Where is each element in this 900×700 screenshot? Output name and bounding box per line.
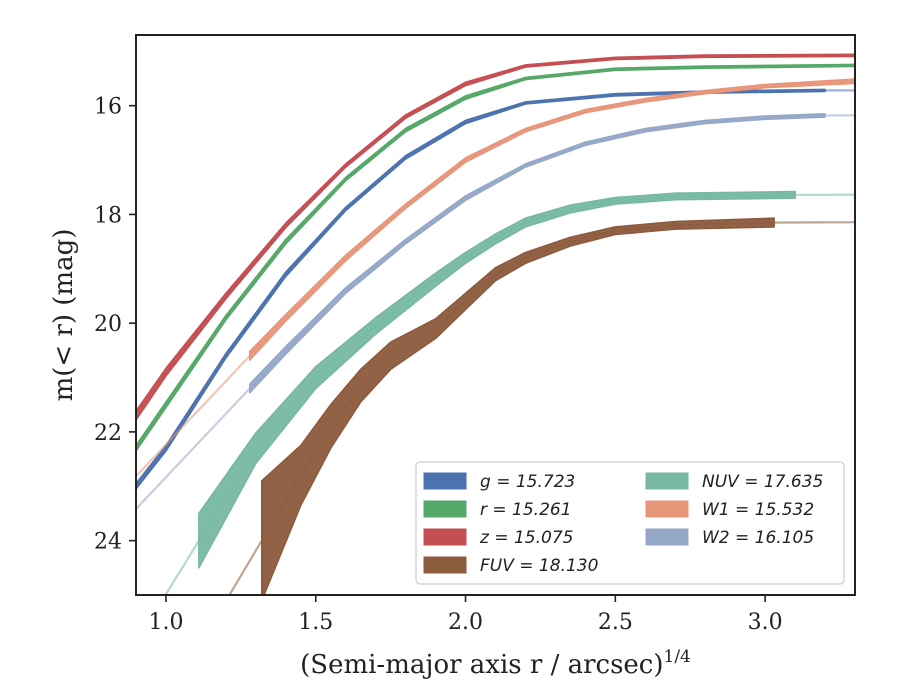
legend-swatch-FUV: [423, 556, 467, 574]
series-band-r: [136, 63, 855, 452]
x-tick-label: 3.0: [748, 610, 783, 635]
legend-swatch-NUV: [645, 472, 689, 490]
legend-label-W1: W1 = 15.532: [702, 500, 814, 520]
series-band-z: [136, 53, 855, 421]
legend-label-W2: W2 = 16.105: [702, 528, 814, 548]
chart-legend: g = 15.723 r = 15.261 z = 15.075 FUV = 18.1…: [415, 461, 845, 585]
x-tick-label: 2.5: [598, 610, 633, 635]
series-model-g: [136, 89, 855, 487]
x-axis-title: (Semi-major axis r / arcsec)1/4: [300, 647, 691, 680]
y-tick-label: 24: [94, 530, 122, 555]
legend-swatch-z: [423, 528, 467, 546]
legend-label-g: g = 15.723: [480, 472, 575, 492]
series-band-NUV: [198, 190, 796, 569]
legend-label-NUV: NUV = 17.635: [702, 472, 823, 492]
x-axis-title-exponent: 1/4: [664, 647, 691, 667]
y-tick-label: 18: [94, 203, 122, 228]
x-axis-title-text: (Semi-major axis r / arcsec): [300, 650, 663, 680]
y-tick-label: 22: [94, 421, 122, 446]
legend-swatch-g: [423, 472, 467, 490]
legend-label-z: z = 15.075: [479, 528, 573, 548]
y-tick-label: 20: [94, 312, 122, 337]
series-band-W1: [249, 78, 855, 361]
chart-axes: 1.0 1.5 2.0 2.5 3.0 16 18 20 22 24: [94, 34, 856, 635]
legend-swatch-W1: [645, 500, 689, 518]
plot-frame: [135, 34, 856, 596]
x-tick-label: 2.0: [448, 610, 483, 635]
series-band-W2: [249, 113, 826, 394]
legend-swatch-W2: [645, 528, 689, 546]
series-model-r: [136, 64, 855, 449]
x-tick-label: 1.0: [148, 610, 183, 635]
legend-frame: [415, 461, 845, 585]
chart-series-group: [136, 53, 855, 595]
series-band-FUV: [260, 217, 775, 595]
legend-label-r: r = 15.261: [480, 500, 572, 520]
series-band-g: [136, 88, 826, 490]
x-tick-label: 1.5: [298, 610, 333, 635]
legend-label-FUV: FUV = 18.130: [480, 556, 598, 576]
y-tick-label: 16: [94, 95, 122, 120]
y-axis-title: m(< r) (mag): [49, 229, 79, 402]
legend-swatch-r: [423, 500, 467, 518]
